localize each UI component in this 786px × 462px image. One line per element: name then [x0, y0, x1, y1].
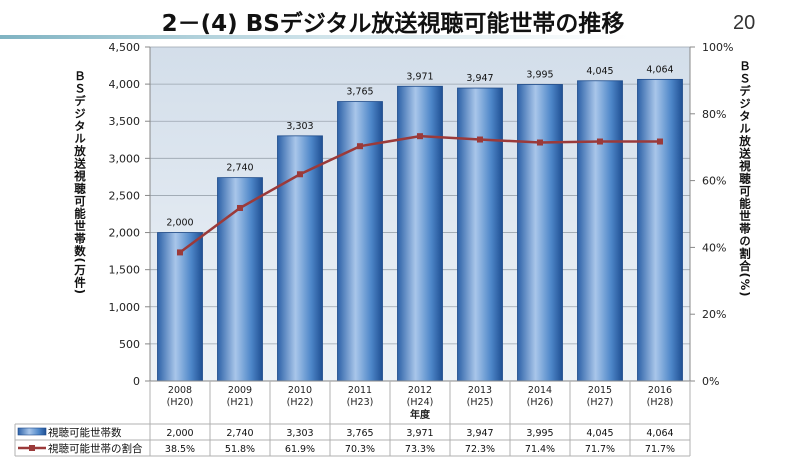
table-cell-count: 2,000 — [166, 428, 193, 439]
x-tick-label: 2016 — [648, 385, 672, 396]
y2-tick-label: 60% — [702, 175, 726, 188]
x-tick-label: 2013 — [468, 385, 492, 396]
line-point — [177, 249, 183, 256]
x-tick-label: 2014 — [528, 385, 552, 396]
y2-tick-label: 80% — [702, 108, 726, 121]
bar — [637, 78, 683, 382]
bar — [217, 177, 263, 382]
table-cell-ratio: 61.9% — [285, 444, 315, 455]
table-cell-ratio: 71.7% — [645, 444, 675, 455]
bar-data-label: 4,064 — [646, 64, 673, 75]
y-tick-label: 4,500 — [109, 41, 141, 54]
table-cell-ratio: 72.3% — [465, 444, 495, 455]
x-tick-era: (H26) — [527, 397, 554, 408]
x-tick-label: 2015 — [588, 385, 612, 396]
x-tick-era: (H24) — [407, 397, 434, 408]
table-cell-count: 2,740 — [226, 428, 253, 439]
y-tick-label: 0 — [133, 375, 140, 388]
table-cell-count: 3,765 — [346, 428, 373, 439]
y-axis-title: ＢＳデジタル放送視聴可能世帯数(万件) — [73, 70, 87, 296]
line-point — [597, 138, 603, 145]
table-cell-count: 3,947 — [466, 428, 493, 439]
bar — [577, 80, 623, 382]
x-tick-label: 2012 — [408, 385, 432, 396]
legend-bar-swatch — [17, 427, 47, 436]
y-tick-label: 2,000 — [109, 227, 141, 240]
bar — [157, 232, 203, 382]
table-cell-ratio: 70.3% — [345, 444, 375, 455]
page-number: 20 — [733, 12, 756, 34]
title-rule — [0, 35, 786, 39]
table-cell-ratio: 38.5% — [165, 444, 195, 455]
bar-data-label: 2,740 — [226, 163, 253, 174]
x-axis-title: 年度 — [410, 408, 431, 421]
y-tick-label: 2,500 — [109, 189, 141, 202]
y-tick-label: 4,000 — [109, 78, 141, 91]
line-point — [657, 138, 663, 145]
table-cell-ratio: 73.3% — [405, 444, 435, 455]
x-tick-era: (H27) — [587, 397, 614, 408]
bar-data-label: 3,303 — [286, 121, 313, 132]
y2-tick-label: 100% — [702, 41, 733, 54]
x-tick-era: (H28) — [647, 397, 674, 408]
legend-line-marker — [29, 445, 35, 451]
bar-data-label: 4,045 — [586, 66, 613, 77]
bar — [517, 84, 563, 382]
bar-data-label: 3,765 — [346, 87, 373, 98]
table-cell-ratio: 71.7% — [585, 444, 615, 455]
x-tick-era: (H22) — [287, 397, 314, 408]
y2-tick-label: 40% — [702, 241, 726, 254]
y-tick-label: 1,500 — [109, 264, 141, 277]
table-cell-count: 3,971 — [406, 428, 433, 439]
table-cell-count: 3,303 — [286, 428, 313, 439]
legend-bar-label: 視聴可能世帯数 — [48, 426, 122, 439]
x-tick-era: (H23) — [347, 397, 374, 408]
table-cell-count: 3,995 — [526, 428, 553, 439]
table-cell-ratio: 51.8% — [225, 444, 255, 455]
x-tick-era: (H25) — [467, 397, 494, 408]
legend-line-label: 視聴可能世帯の割合 — [48, 442, 143, 455]
line-point — [297, 171, 303, 178]
y-tick-label: 3,500 — [109, 115, 141, 128]
x-tick-label: 2008 — [168, 385, 192, 396]
line-point — [237, 204, 243, 211]
y2-axis-title: ＢＳデジタル放送視聴可能世帯の割合(%) — [738, 60, 752, 298]
line-point — [477, 136, 483, 143]
bar-data-label: 3,995 — [526, 69, 553, 80]
line-point — [357, 143, 363, 150]
table-cell-count: 4,045 — [586, 428, 613, 439]
x-tick-label: 2009 — [228, 385, 252, 396]
y2-tick-label: 20% — [702, 308, 726, 321]
bar — [397, 85, 443, 382]
slide-title: 2－(4) BSデジタル放送視聴可能世帯の推移 — [161, 11, 625, 37]
bar-data-label: 2,000 — [166, 218, 193, 229]
x-tick-label: 2010 — [288, 385, 312, 396]
line-point — [537, 139, 543, 146]
y2-tick-label: 0% — [702, 375, 719, 388]
line-point — [417, 133, 423, 140]
table-cell-count: 4,064 — [646, 428, 673, 439]
y-tick-label: 3,000 — [109, 152, 141, 165]
x-tick-label: 2011 — [348, 385, 372, 396]
y-tick-label: 1,000 — [109, 301, 141, 314]
bar-data-label: 3,971 — [406, 71, 433, 82]
bar-data-label: 3,947 — [466, 73, 493, 84]
y-tick-label: 500 — [119, 338, 140, 351]
table-cell-ratio: 71.4% — [525, 444, 555, 455]
bar — [457, 87, 503, 382]
x-tick-era: (H20) — [167, 397, 194, 408]
x-tick-era: (H21) — [227, 397, 254, 408]
